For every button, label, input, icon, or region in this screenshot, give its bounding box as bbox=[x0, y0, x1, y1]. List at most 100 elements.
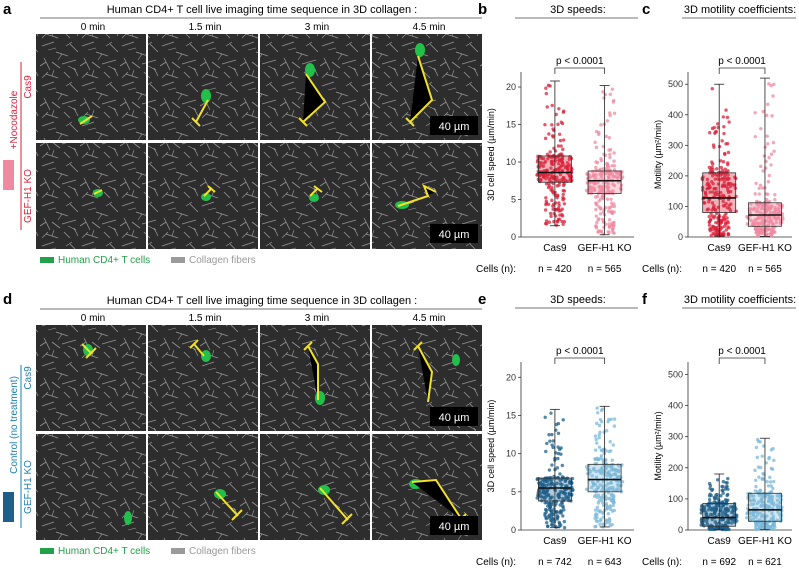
cell-count: n = 420 bbox=[702, 264, 736, 275]
data-point bbox=[599, 471, 603, 475]
data-point bbox=[725, 206, 730, 210]
data-point bbox=[555, 517, 559, 521]
data-point bbox=[556, 194, 560, 198]
data-point bbox=[767, 173, 772, 178]
x-tick-label: GEF-H1 KO bbox=[738, 243, 792, 254]
data-point bbox=[752, 494, 756, 498]
data-point bbox=[594, 160, 598, 164]
data-point bbox=[612, 495, 616, 499]
data-point bbox=[771, 514, 776, 519]
x-tick-label: Cas9 bbox=[708, 243, 732, 254]
data-point bbox=[603, 153, 608, 158]
data-point bbox=[543, 123, 547, 127]
data-point bbox=[712, 206, 716, 210]
data-point bbox=[612, 183, 617, 188]
data-point bbox=[562, 220, 567, 224]
data-point bbox=[605, 184, 609, 189]
data-point bbox=[557, 217, 562, 222]
data-point bbox=[599, 123, 603, 127]
panel-letter-d: d bbox=[3, 291, 12, 308]
data-point bbox=[758, 210, 763, 215]
data-point bbox=[730, 521, 734, 525]
data-point bbox=[607, 225, 612, 229]
panel-d-time-0: 0 min bbox=[81, 313, 105, 324]
chart-title: 3D motility coefficients: bbox=[684, 4, 796, 16]
y-tick-label: 300 bbox=[668, 140, 683, 150]
data-point bbox=[769, 517, 773, 521]
data-point bbox=[772, 479, 776, 484]
data-point bbox=[755, 490, 760, 494]
track-line bbox=[397, 183, 437, 207]
data-point bbox=[548, 501, 552, 505]
data-point bbox=[602, 96, 606, 100]
data-point bbox=[715, 167, 719, 171]
data-point bbox=[611, 503, 616, 508]
data-point bbox=[545, 504, 550, 508]
data-point bbox=[710, 174, 715, 178]
data-point bbox=[765, 134, 769, 138]
data-point bbox=[562, 202, 567, 206]
data-point bbox=[711, 143, 716, 147]
data-point bbox=[609, 449, 613, 453]
data-point bbox=[593, 508, 598, 512]
data-point bbox=[769, 163, 773, 167]
data-point bbox=[710, 488, 714, 493]
track-line bbox=[405, 55, 434, 127]
data-point bbox=[544, 222, 549, 226]
data-point bbox=[549, 519, 554, 523]
data-point bbox=[593, 140, 597, 145]
data-point bbox=[597, 132, 601, 137]
data-point bbox=[714, 232, 719, 237]
data-point bbox=[754, 527, 759, 532]
data-point bbox=[608, 172, 613, 176]
data-point bbox=[550, 103, 554, 108]
data-point bbox=[727, 203, 731, 208]
data-point bbox=[561, 222, 565, 226]
t-cell-marker bbox=[452, 354, 460, 366]
data-point bbox=[731, 505, 736, 509]
panel-letter-e: e bbox=[478, 291, 486, 308]
data-point bbox=[605, 505, 609, 509]
x-tick-label: GEF-H1 KO bbox=[738, 536, 792, 547]
data-point bbox=[612, 151, 616, 155]
data-point bbox=[612, 417, 617, 421]
data-point bbox=[766, 499, 771, 504]
t-cell-marker bbox=[124, 511, 132, 525]
data-point bbox=[545, 152, 550, 156]
data-point bbox=[557, 132, 562, 136]
data-point bbox=[543, 136, 548, 141]
data-point bbox=[758, 488, 762, 493]
data-point bbox=[561, 147, 565, 152]
data-point bbox=[772, 458, 776, 463]
data-point bbox=[543, 415, 547, 420]
data-point bbox=[766, 142, 770, 146]
cell-count: n = 565 bbox=[588, 264, 622, 275]
y-tick-label: 10 bbox=[506, 157, 516, 167]
data-point bbox=[760, 454, 764, 458]
data-point bbox=[541, 156, 546, 161]
p-value-label: p < 0.0001 bbox=[718, 346, 766, 357]
data-point bbox=[607, 135, 611, 140]
data-point bbox=[767, 155, 771, 160]
data-point bbox=[759, 207, 764, 211]
data-point bbox=[714, 186, 718, 191]
data-point bbox=[776, 209, 781, 214]
y-tick-label: 5 bbox=[511, 195, 516, 205]
data-point bbox=[770, 225, 775, 230]
data-point bbox=[594, 524, 598, 529]
y-axis-label: 3D cell speed (µm/min) bbox=[486, 400, 496, 493]
data-point bbox=[710, 508, 714, 512]
data-point bbox=[607, 473, 612, 477]
panel-a-time-2: 3 min bbox=[305, 22, 329, 33]
data-point bbox=[611, 221, 616, 225]
data-point bbox=[617, 464, 622, 468]
track-line bbox=[309, 185, 323, 197]
t-cell-marker bbox=[309, 194, 319, 202]
y-tick-label: 300 bbox=[668, 432, 683, 442]
data-point bbox=[721, 204, 726, 208]
data-point bbox=[543, 501, 547, 505]
data-point bbox=[597, 199, 601, 203]
data-point bbox=[597, 436, 601, 440]
data-point bbox=[767, 496, 771, 500]
data-point bbox=[560, 482, 564, 487]
